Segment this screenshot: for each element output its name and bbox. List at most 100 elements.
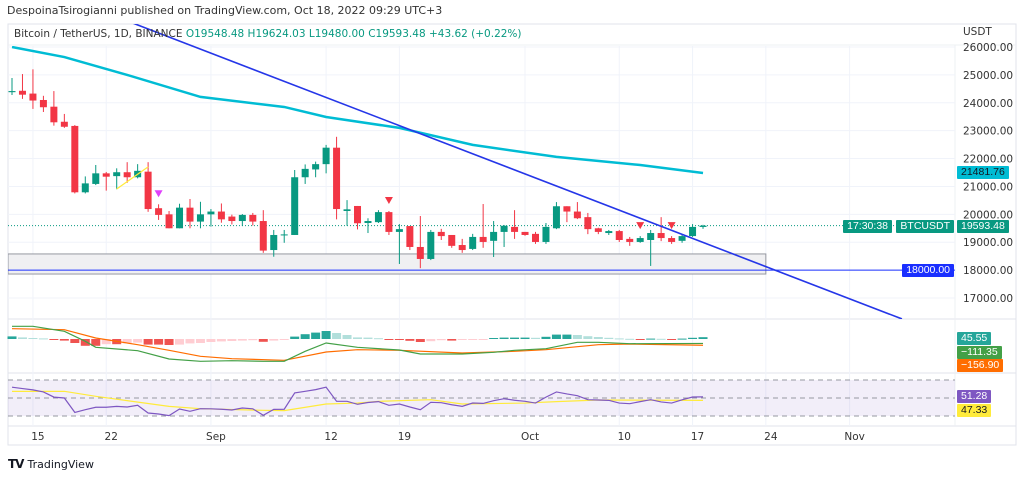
candle-body bbox=[395, 229, 403, 232]
macd-histogram-bar bbox=[185, 339, 195, 344]
macd-histogram-bar bbox=[520, 337, 530, 339]
candle-body bbox=[699, 225, 707, 227]
high-value: H19624.03 bbox=[247, 28, 306, 40]
macd-histogram-bar bbox=[551, 334, 561, 339]
macd-histogram-bar bbox=[353, 337, 363, 339]
rsi-label: 51.28 bbox=[957, 390, 992, 403]
macd-histogram-bar bbox=[698, 337, 708, 339]
candle-body bbox=[406, 226, 414, 247]
candle-body bbox=[186, 207, 194, 222]
price-tick-label: 23000.00 bbox=[963, 126, 1013, 138]
macd-histogram-bar bbox=[604, 337, 614, 339]
symbol-legend: Bitcoin / TetherUS, 1D, BINANCE O19548.4… bbox=[14, 28, 522, 40]
ema-price-label: 21481.76 bbox=[957, 166, 1009, 179]
candle-body bbox=[521, 231, 529, 235]
time-tick-label: 15 bbox=[31, 431, 44, 443]
ema-line bbox=[11, 46, 704, 175]
macd-histogram-bar bbox=[394, 339, 404, 340]
candle-body bbox=[155, 208, 163, 215]
signal-marker-triangle-icon bbox=[667, 222, 676, 230]
macd-histogram-bar bbox=[342, 335, 352, 339]
candle-body bbox=[113, 172, 121, 177]
candle-body bbox=[626, 238, 634, 242]
footer-brand[interactable]: 𝗧𝗩 TradingView bbox=[8, 457, 94, 471]
macd-histogram-bar bbox=[311, 332, 321, 339]
candle-body bbox=[50, 106, 58, 123]
macd-histogram-bar bbox=[300, 334, 310, 339]
candle-body bbox=[354, 205, 362, 224]
macd-hist-label: 45.55 bbox=[957, 332, 992, 345]
macd-histogram-bar bbox=[154, 339, 164, 345]
candle-body bbox=[448, 234, 456, 246]
macd-histogram-bar bbox=[7, 336, 17, 339]
price-tick-label: 26000.00 bbox=[963, 42, 1013, 54]
signal-marker-triangle-icon bbox=[636, 222, 645, 230]
macd-histogram-bar bbox=[363, 337, 373, 339]
macd-histogram-bar bbox=[583, 336, 593, 339]
candle-body bbox=[259, 221, 267, 251]
macd-histogram-bar bbox=[59, 339, 69, 341]
candle-body bbox=[584, 217, 592, 230]
macd-histogram-bar bbox=[91, 339, 101, 346]
macd-histogram-bar bbox=[478, 339, 488, 340]
macd-histogram-bar bbox=[28, 338, 38, 339]
publish-line: DespoinaTsirogianni published on Trading… bbox=[7, 4, 443, 17]
candle-body bbox=[657, 233, 665, 239]
candle-body bbox=[18, 90, 26, 95]
candle-body bbox=[490, 231, 498, 241]
macd-histogram-bar bbox=[593, 337, 603, 339]
candle-body bbox=[668, 238, 676, 242]
candle-body bbox=[552, 206, 560, 229]
macd-histogram-bar bbox=[688, 337, 698, 339]
macd-histogram-bar bbox=[646, 338, 656, 340]
price-tick-label: 22000.00 bbox=[963, 154, 1013, 166]
macd-histogram-bar bbox=[175, 339, 185, 345]
rsi-ma-line bbox=[12, 390, 704, 412]
time-tick-label: 10 bbox=[618, 431, 631, 443]
macd-histogram-bar bbox=[70, 339, 80, 343]
candle-body bbox=[8, 91, 16, 93]
candle-body bbox=[615, 231, 623, 240]
macd-histogram-bar bbox=[332, 333, 342, 339]
macd-histogram-bar bbox=[258, 339, 268, 342]
macd-histogram-bar bbox=[531, 337, 540, 339]
candle-body bbox=[479, 236, 487, 242]
price-tick-label: 20000.00 bbox=[963, 209, 1013, 221]
candle-body bbox=[532, 233, 539, 242]
candle-body bbox=[437, 231, 445, 237]
countdown-label: 17:30:38 bbox=[843, 220, 892, 233]
candle-body bbox=[39, 99, 47, 108]
candle-body bbox=[385, 212, 393, 232]
price-tick-label: 17000.00 bbox=[963, 293, 1013, 305]
candle-body bbox=[280, 234, 288, 236]
time-tick-label: Nov bbox=[844, 431, 865, 443]
macd-histogram-bar bbox=[562, 334, 572, 339]
candle-body bbox=[678, 236, 686, 241]
rsi-ma-label: 47.33 bbox=[957, 404, 992, 417]
candle-body bbox=[270, 234, 278, 251]
macd-histogram-bar bbox=[237, 339, 247, 341]
chart-frame bbox=[7, 23, 1017, 446]
candle-body bbox=[60, 121, 68, 127]
macd-histogram-bar bbox=[572, 335, 582, 339]
trendline bbox=[132, 24, 903, 319]
candle-body bbox=[469, 236, 477, 249]
rsi-line bbox=[11, 386, 704, 417]
price-pane bbox=[8, 46, 955, 275]
macd-histogram-bar bbox=[290, 336, 300, 339]
candle-body bbox=[71, 125, 79, 193]
candle-body bbox=[228, 216, 236, 222]
time-tick-label: 22 bbox=[105, 431, 118, 443]
candle-body bbox=[458, 245, 466, 251]
candle-body bbox=[416, 246, 424, 259]
change-value: +43.62 (+0.22%) bbox=[428, 28, 522, 40]
macd-histogram-bar bbox=[216, 339, 226, 342]
macd-histogram-bar bbox=[635, 339, 645, 340]
macd-histogram-bar bbox=[405, 339, 415, 341]
macd-histogram-bar bbox=[17, 337, 27, 339]
candle-body bbox=[81, 183, 89, 193]
candle-body bbox=[207, 211, 215, 215]
candle-body bbox=[312, 164, 320, 170]
brand-name: TradingView bbox=[27, 457, 94, 471]
